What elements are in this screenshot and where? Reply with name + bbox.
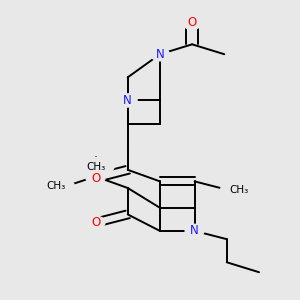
Text: O: O (188, 16, 197, 29)
Ellipse shape (220, 181, 258, 199)
Text: N: N (123, 94, 132, 107)
Text: O: O (91, 216, 100, 229)
Ellipse shape (86, 216, 105, 229)
Text: N: N (190, 224, 199, 237)
Ellipse shape (118, 94, 137, 107)
Ellipse shape (77, 158, 114, 175)
Text: CH₃: CH₃ (230, 184, 249, 195)
Text: N: N (155, 48, 164, 61)
Ellipse shape (151, 48, 169, 61)
Ellipse shape (183, 16, 202, 29)
Text: O: O (91, 172, 100, 184)
Ellipse shape (185, 224, 204, 238)
Ellipse shape (37, 177, 74, 195)
Ellipse shape (86, 172, 105, 185)
Text: CH₃: CH₃ (86, 161, 105, 172)
Text: CH₃: CH₃ (46, 181, 65, 191)
